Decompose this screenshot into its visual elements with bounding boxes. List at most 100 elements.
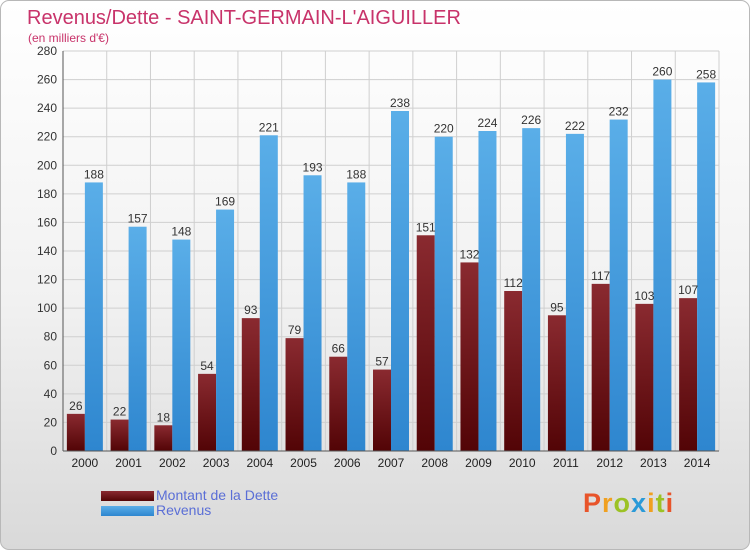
y-tick-label: 240 bbox=[37, 101, 57, 115]
data-label-revenus: 157 bbox=[128, 212, 148, 226]
y-tick-label: 280 bbox=[37, 44, 57, 58]
logo-letter: r bbox=[602, 488, 614, 518]
bar-debt bbox=[241, 318, 260, 451]
data-label-debt: 93 bbox=[244, 303, 258, 317]
y-tick-label: 220 bbox=[37, 130, 57, 144]
bar-debt bbox=[504, 291, 523, 451]
legend-swatch-debt bbox=[101, 491, 154, 501]
y-tick-label: 80 bbox=[44, 330, 58, 344]
bar-debt bbox=[285, 338, 304, 451]
bar-revenus bbox=[128, 226, 147, 451]
bar-debt bbox=[416, 235, 435, 451]
x-tick-label: 2009 bbox=[465, 456, 492, 470]
x-tick-label: 2005 bbox=[290, 456, 317, 470]
data-label-revenus: 224 bbox=[477, 116, 497, 130]
data-label-revenus: 226 bbox=[521, 113, 541, 127]
x-tick-label: 2002 bbox=[159, 456, 186, 470]
data-label-debt: 107 bbox=[678, 283, 698, 297]
chart-title: Revenus/Dette - SAINT-GERMAIN-L'AIGUILLE… bbox=[27, 7, 461, 29]
chart-subtitle: (en milliers d'€) bbox=[28, 31, 109, 45]
y-tick-label: 60 bbox=[44, 358, 58, 372]
logo-letter: o bbox=[613, 488, 632, 518]
y-tick-label: 200 bbox=[37, 158, 57, 172]
x-tick-label: 2000 bbox=[72, 456, 99, 470]
x-tick-label: 2011 bbox=[553, 456, 579, 470]
bar-revenus bbox=[522, 128, 541, 451]
y-tick-label: 120 bbox=[37, 273, 57, 287]
data-label-debt: 26 bbox=[69, 399, 83, 413]
logo-letter: i bbox=[647, 488, 656, 518]
y-tick-label: 260 bbox=[37, 73, 57, 87]
data-label-debt: 18 bbox=[157, 410, 171, 424]
logo-letter: t bbox=[655, 488, 666, 518]
bar-revenus bbox=[434, 136, 453, 451]
x-tick-label: 2008 bbox=[421, 456, 448, 470]
y-tick-label: 100 bbox=[37, 301, 57, 315]
data-label-debt: 132 bbox=[459, 247, 479, 261]
data-label-revenus: 258 bbox=[696, 67, 716, 81]
data-label-revenus: 232 bbox=[609, 105, 629, 119]
bar-revenus bbox=[609, 119, 628, 452]
x-tick-label: 2007 bbox=[378, 456, 405, 470]
bar-debt bbox=[547, 315, 566, 451]
bar-debt bbox=[110, 419, 129, 451]
bar-debt bbox=[198, 373, 217, 451]
data-label-revenus: 193 bbox=[303, 160, 323, 174]
data-label-debt: 54 bbox=[200, 359, 214, 373]
bar-revenus bbox=[347, 182, 366, 451]
bar-revenus bbox=[84, 182, 103, 451]
bar-revenus bbox=[303, 175, 322, 452]
bar-revenus bbox=[565, 133, 584, 451]
bar-debt bbox=[679, 298, 698, 451]
bar-debt bbox=[373, 369, 391, 451]
data-label-revenus: 148 bbox=[171, 225, 191, 239]
legend-swatch-revenus bbox=[101, 506, 154, 516]
data-label-debt: 79 bbox=[288, 323, 302, 337]
data-label-revenus: 238 bbox=[390, 96, 410, 110]
bar-revenus bbox=[478, 131, 497, 451]
x-tick-label: 2001 bbox=[115, 456, 142, 470]
bar-revenus bbox=[653, 79, 672, 452]
data-label-debt: 22 bbox=[113, 405, 127, 419]
data-label-revenus: 188 bbox=[84, 167, 104, 181]
y-tick-label: 140 bbox=[37, 244, 57, 258]
data-label-debt: 95 bbox=[550, 300, 564, 314]
data-label-debt: 117 bbox=[591, 269, 610, 283]
bar-revenus bbox=[172, 239, 191, 451]
bar-debt bbox=[154, 425, 173, 451]
bar-layer bbox=[66, 79, 716, 452]
bar-debt bbox=[591, 283, 610, 451]
logo-letter: x bbox=[631, 488, 648, 518]
bar-debt bbox=[66, 413, 85, 451]
y-tick-label: 180 bbox=[37, 187, 57, 201]
proxiti-logo: Proxiti bbox=[583, 488, 674, 519]
data-label-revenus: 221 bbox=[259, 120, 279, 134]
x-tick-label: 2006 bbox=[334, 456, 361, 470]
data-label-revenus: 222 bbox=[565, 119, 585, 133]
bar-revenus bbox=[259, 135, 278, 452]
bar-debt bbox=[635, 303, 654, 451]
y-tick-label: 40 bbox=[44, 387, 58, 401]
data-label-revenus: 169 bbox=[215, 195, 235, 209]
x-tick-label: 2012 bbox=[596, 456, 623, 470]
y-tick-label: 20 bbox=[44, 415, 58, 429]
y-tick-label: 0 bbox=[50, 444, 57, 458]
data-label-debt: 151 bbox=[416, 220, 436, 234]
legend-label-debt: Montant de la Dette bbox=[156, 487, 279, 503]
x-tick-label: 2014 bbox=[684, 456, 711, 470]
x-tick-label: 2013 bbox=[640, 456, 667, 470]
bar-debt bbox=[460, 262, 479, 451]
bar-revenus bbox=[697, 82, 716, 451]
data-label-revenus: 260 bbox=[652, 65, 672, 79]
axis-layer: 0 20 40 60 80 100 120 140 160 180 200 220 240 260 280 2… bbox=[37, 44, 719, 470]
y-tick-label: 160 bbox=[37, 215, 57, 229]
data-label-revenus: 220 bbox=[434, 122, 454, 136]
bar-revenus bbox=[216, 209, 235, 451]
logo-letter: i bbox=[665, 488, 675, 518]
data-label-debt: 57 bbox=[375, 355, 389, 369]
data-label-debt: 66 bbox=[332, 342, 346, 356]
x-tick-label: 2004 bbox=[246, 456, 273, 470]
logo-letter: P bbox=[583, 488, 603, 518]
